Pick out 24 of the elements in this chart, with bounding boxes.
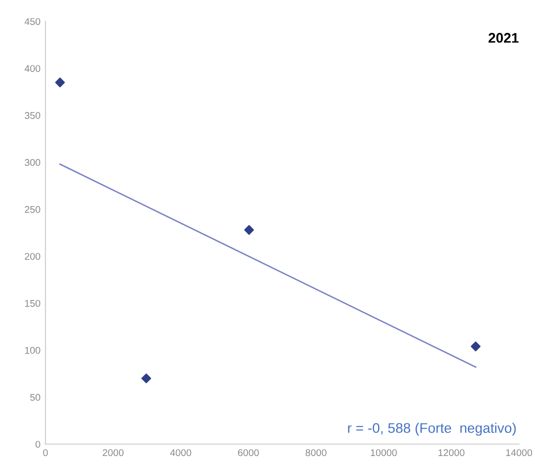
text: 2021 bbox=[488, 32, 519, 43]
y-tick-label: 450 bbox=[24, 18, 40, 25]
point bbox=[55, 78, 65, 88]
x-tick-label: 0 bbox=[43, 449, 48, 456]
y-tick-label: 0 bbox=[36, 440, 40, 448]
y-tick-label: 250 bbox=[24, 206, 40, 213]
point bbox=[141, 374, 152, 384]
point bbox=[470, 342, 481, 352]
x-tick-label: 4000 bbox=[170, 449, 192, 456]
x-tick-label: 2000 bbox=[102, 449, 124, 456]
x-tick-label: 8000 bbox=[306, 449, 326, 456]
y-tick-label: 50 bbox=[30, 394, 40, 401]
annotation: r = -0, 588 (Forte negativo) bbox=[348, 422, 516, 436]
x-tick-label: 10000 bbox=[370, 449, 397, 456]
x-tick-label: 6000 bbox=[238, 449, 259, 456]
x-tick-label: 14000 bbox=[506, 449, 532, 456]
y-tick-label: 200 bbox=[24, 252, 40, 260]
point bbox=[244, 225, 254, 235]
y-tick-label: 150 bbox=[25, 300, 40, 307]
x-tick-label: 12000 bbox=[438, 449, 464, 456]
y-tick-label: 100 bbox=[25, 346, 40, 354]
y-tick-label: 300 bbox=[24, 159, 40, 166]
y-tick-label: 350 bbox=[24, 112, 40, 119]
y-tick-label: 400 bbox=[24, 65, 40, 72]
